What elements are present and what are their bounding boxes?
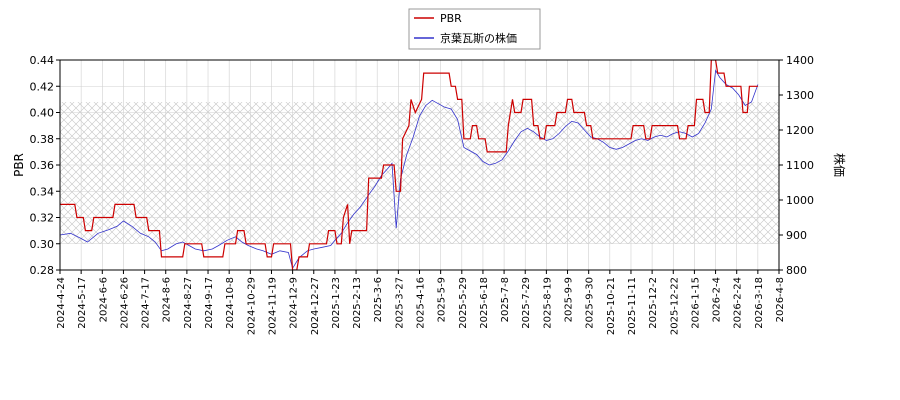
x-tick-label: 2024-10-8 [225, 277, 236, 329]
y-left-tick-label: 0.44 [30, 54, 55, 67]
x-tick-label: 2025-9-9 [564, 277, 575, 322]
legend: PBR 京葉瓦斯の株価 [408, 8, 541, 50]
y-left-tick-label: 0.36 [30, 159, 55, 172]
series-line-pbr [60, 60, 758, 270]
x-tick-label: 2025-4-16 [416, 277, 427, 329]
legend-label-pbr: PBR [440, 12, 462, 25]
legend-box [408, 8, 541, 50]
x-tick-label: 2024-8-6 [162, 277, 173, 322]
x-tick-label: 2026-3-18 [754, 277, 765, 329]
y-right-tick-label: 800 [786, 264, 807, 277]
x-tick-label: 2024-6-26 [119, 277, 130, 329]
y-right-tick-label: 1200 [786, 124, 814, 137]
x-tick-label: 2025-10-21 [606, 277, 617, 335]
x-tick-label: 2024-7-17 [141, 277, 152, 329]
legend-label-price: 京葉瓦斯の株価 [440, 31, 517, 45]
x-tick-label: 2025-11-11 [627, 277, 638, 335]
y-axis-left-title: PBR [12, 153, 26, 177]
y-left-tick-label: 0.42 [30, 80, 55, 93]
x-tick-label: 2024-12-9 [289, 277, 300, 329]
x-tick-label: 2025-7-29 [521, 277, 532, 329]
x-tick-label: 2025-5-9 [437, 277, 448, 322]
y-right-tick-label: 1400 [786, 54, 814, 67]
series-line-price [60, 69, 759, 270]
series-layer [60, 60, 759, 270]
y-right-tick-label: 1100 [786, 159, 814, 172]
x-tick-label: 2026-2-24 [733, 277, 744, 329]
y-axis-right: 800 900 1000 1100 1200 1300 1400 [779, 54, 814, 277]
x-tick-label: 2024-12-27 [310, 277, 321, 335]
x-tick-label: 2025-12-2 [648, 277, 659, 329]
x-tick-label: 2025-5-29 [458, 277, 469, 329]
y-axis-right-title: 株価 [832, 153, 847, 177]
y-left-tick-label: 0.38 [30, 133, 55, 146]
x-tick-label: 2025-12-22 [669, 277, 680, 335]
x-tick-label: 2026-4-8 [775, 277, 786, 322]
y-left-tick-label: 0.40 [30, 107, 55, 120]
x-tick-label: 2025-2-13 [352, 277, 363, 329]
x-tick-label: 2025-1-23 [331, 277, 342, 329]
y-left-tick-label: 0.32 [30, 212, 55, 225]
x-tick-label: 2026-1-15 [690, 277, 701, 329]
x-tick-label: 2025-3-27 [394, 277, 405, 329]
x-tick-label: 2026-2-4 [712, 277, 723, 322]
y-axis-left: 0.28 0.30 0.32 0.34 0.36 0.38 0.40 0.42 0.44 [30, 54, 60, 277]
x-tick-label: 2024-10-29 [246, 277, 257, 335]
x-tick-label: 2024-4-24 [56, 277, 67, 329]
y-right-tick-label: 900 [786, 229, 807, 242]
x-axis: 2024-4-24 2024-5-17 2024-6-6 2024-6-26 2024-… [56, 270, 786, 335]
y-right-tick-label: 1300 [786, 89, 814, 102]
x-tick-label: 2024-8-27 [183, 277, 194, 329]
y-left-tick-label: 0.34 [30, 185, 55, 198]
plot-area [59, 59, 780, 271]
x-tick-label: 2024-11-19 [267, 277, 278, 335]
x-tick-label: 2024-9-17 [204, 277, 215, 329]
x-tick-label: 2025-7-8 [500, 277, 511, 322]
y-left-tick-label: 0.30 [30, 238, 55, 251]
y-left-tick-label: 0.28 [30, 264, 55, 277]
x-tick-label: 2025-8-19 [542, 277, 553, 329]
y-right-tick-label: 1000 [786, 194, 814, 207]
x-tick-label: 2025-6-18 [479, 277, 490, 329]
x-tick-label: 2024-5-17 [77, 277, 88, 329]
x-tick-label: 2025-3-6 [373, 277, 384, 322]
x-tick-label: 2025-9-30 [585, 277, 596, 329]
x-tick-label: 2024-6-6 [98, 277, 109, 322]
